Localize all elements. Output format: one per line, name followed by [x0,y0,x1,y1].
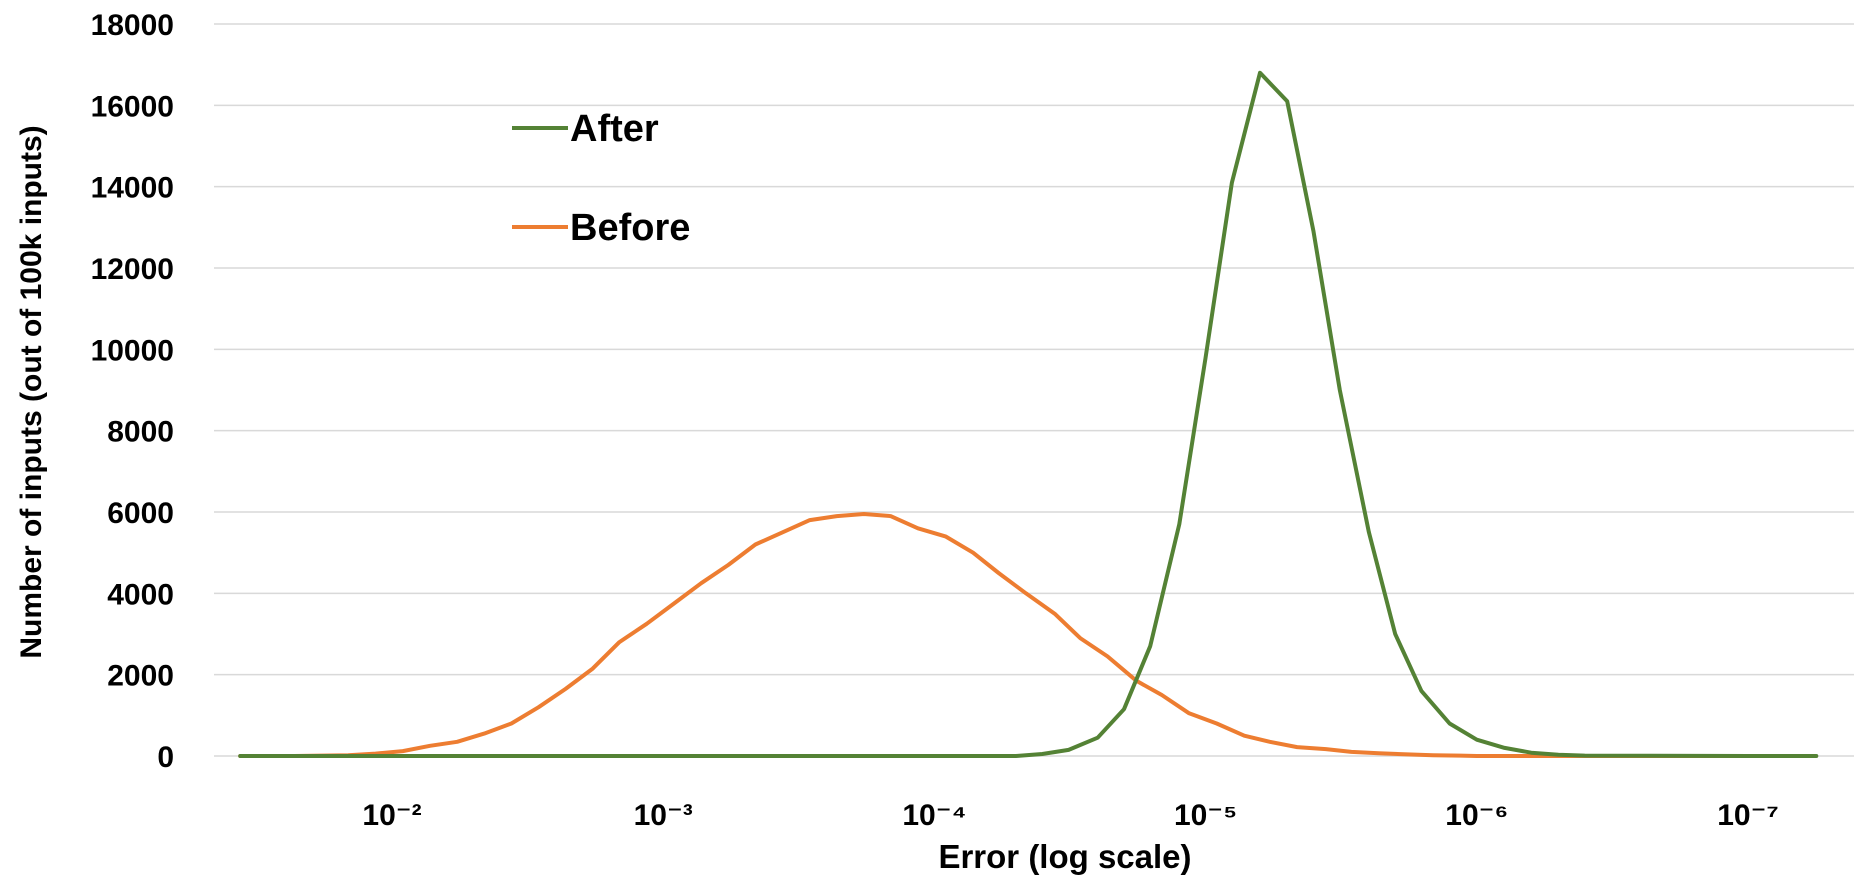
x-tick-label: 10⁻² [362,799,421,832]
series-line-before [238,512,1750,758]
series-lines [238,70,1819,758]
x-tick-label: 10⁻⁵ [1174,799,1237,832]
y-tick-label: 8000 [107,416,174,449]
x-tick-label: 10⁻⁶ [1445,799,1508,832]
y-tick-label: 14000 [91,172,174,205]
x-tick-label: 10⁻⁴ [902,799,966,832]
series-line-after [238,70,1819,758]
y-tick-label: 16000 [91,90,174,123]
y-axis-ticks: 0 2000 4000 6000 8000 10000 12000 14000 16000 180… [91,9,174,774]
y-tick-label: 2000 [107,660,174,693]
legend: After Before [512,108,690,249]
y-tick-label: 0 [157,741,174,774]
y-axis-title: Number of inputs (out of 100k inputs) [15,125,48,658]
x-axis-title: Error (log scale) [938,838,1191,875]
x-tick-label: 10⁻³ [634,799,693,832]
gridlines [214,23,1854,757]
y-tick-label: 10000 [91,334,174,367]
legend-label: Before [570,207,690,249]
x-tick-label: 10⁻⁷ [1717,799,1779,832]
y-tick-label: 18000 [91,9,174,42]
x-axis-ticks: 10⁻² 10⁻³ 10⁻⁴ 10⁻⁵ 10⁻⁶ 10⁻⁷ [362,799,1778,832]
legend-label: After [570,108,659,150]
y-tick-label: 4000 [107,578,174,611]
y-tick-label: 6000 [107,497,174,530]
y-tick-label: 12000 [91,253,174,286]
